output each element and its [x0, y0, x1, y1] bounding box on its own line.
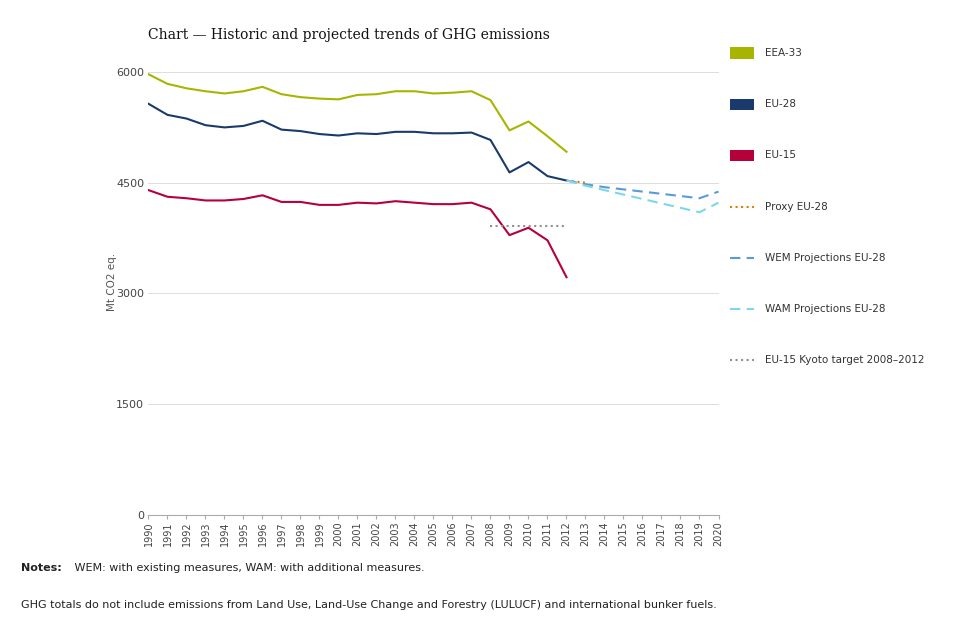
- Text: WAM Projections EU-28: WAM Projections EU-28: [765, 304, 886, 314]
- Text: GHG totals do not include emissions from Land Use, Land-Use Change and Forestry : GHG totals do not include emissions from…: [21, 600, 717, 610]
- Text: Chart — Historic and projected trends of GHG emissions: Chart — Historic and projected trends of…: [148, 28, 550, 42]
- Text: EU-28: EU-28: [765, 99, 796, 109]
- Text: Proxy EU-28: Proxy EU-28: [765, 202, 829, 212]
- Text: EEA-33: EEA-33: [765, 48, 802, 58]
- Y-axis label: Mt CO2 eq.: Mt CO2 eq.: [107, 253, 117, 311]
- Text: Notes:: Notes:: [21, 563, 62, 573]
- Text: WEM Projections EU-28: WEM Projections EU-28: [765, 253, 886, 263]
- Text: WEM: with existing measures, WAM: with additional measures.: WEM: with existing measures, WAM: with a…: [71, 563, 424, 573]
- Text: EU-15 Kyoto target 2008–2012: EU-15 Kyoto target 2008–2012: [765, 355, 924, 365]
- Text: EU-15: EU-15: [765, 150, 796, 160]
